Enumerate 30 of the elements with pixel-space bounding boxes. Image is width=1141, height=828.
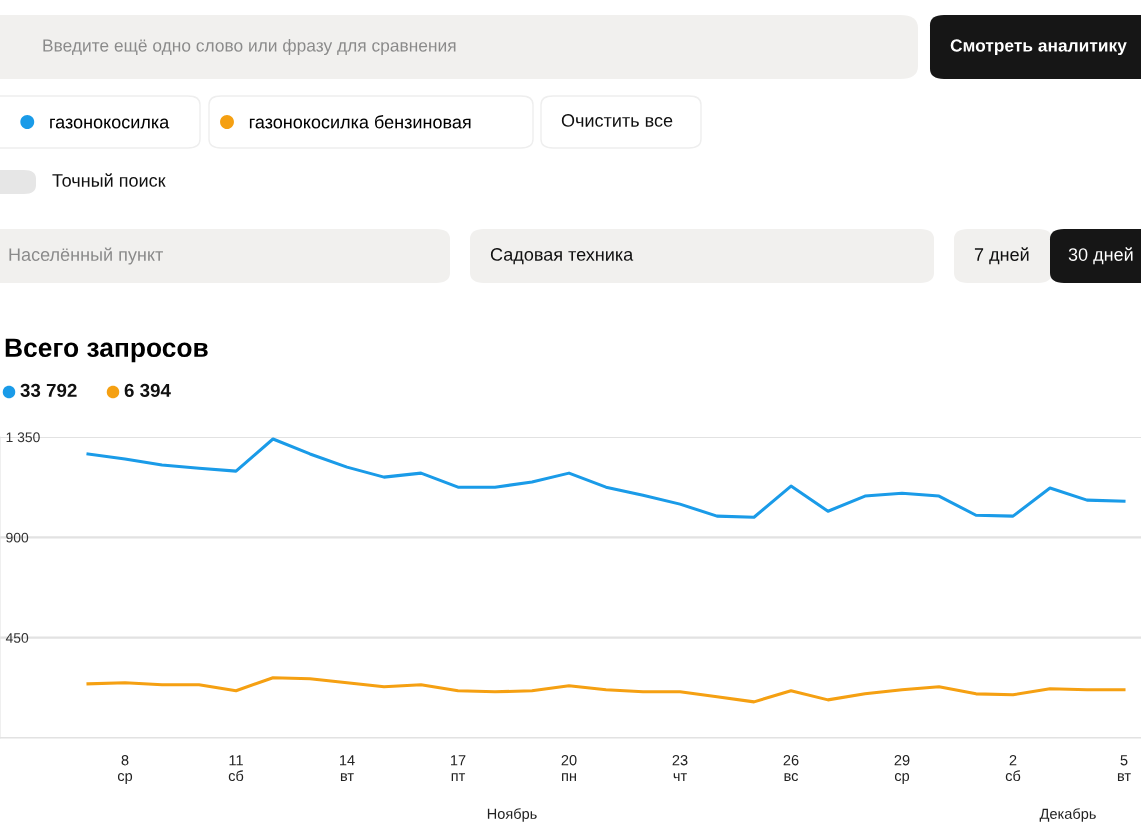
- text: 33 792: [20, 383, 77, 398]
- x-tick-label: 29 ср: [894, 755, 910, 784]
- y-tick-label: 450: [5, 633, 29, 643]
- text: Населённый пункт: [9, 247, 163, 265]
- chart-title: Всего запросов: [5, 338, 208, 363]
- legend-label: газонокосилка бензиновая: [249, 115, 471, 129]
- x-tick-label: 23 чт: [672, 755, 688, 781]
- x-tick-label: 20 пн: [561, 755, 577, 781]
- line-series: [86, 437, 1126, 519]
- text: Садовая техника: [490, 248, 634, 265]
- text: Очистить все: [561, 114, 673, 127]
- x-tick-label: 14 вт: [340, 755, 355, 781]
- text: Декабрь: [1039, 808, 1096, 822]
- text: 7 дней: [974, 247, 1029, 265]
- legend-label: газонокосилка: [50, 118, 170, 129]
- x-tick-label: 8 ср: [117, 755, 133, 784]
- x-tick-label: 17 пт: [451, 755, 466, 781]
- text: Введите ещё одно слово или фразу для сравнения: [43, 38, 456, 56]
- x-tick-label: 11 сб: [228, 755, 244, 782]
- text: 6 394: [124, 383, 171, 398]
- y-tick-label: 1 350: [6, 432, 40, 443]
- x-tick-label: 26 вс: [783, 755, 799, 782]
- x-tick-label: 5 вт: [1117, 755, 1131, 781]
- text: 30 дней: [1068, 247, 1133, 265]
- text: Точный поиск: [52, 173, 166, 187]
- text: Смотреть аналитику: [950, 39, 1127, 56]
- x-tick-label: 2 сб: [1005, 755, 1021, 782]
- line-series: [86, 676, 1126, 704]
- text: Ноябрь: [487, 808, 537, 822]
- y-tick-label: 900: [6, 532, 29, 543]
